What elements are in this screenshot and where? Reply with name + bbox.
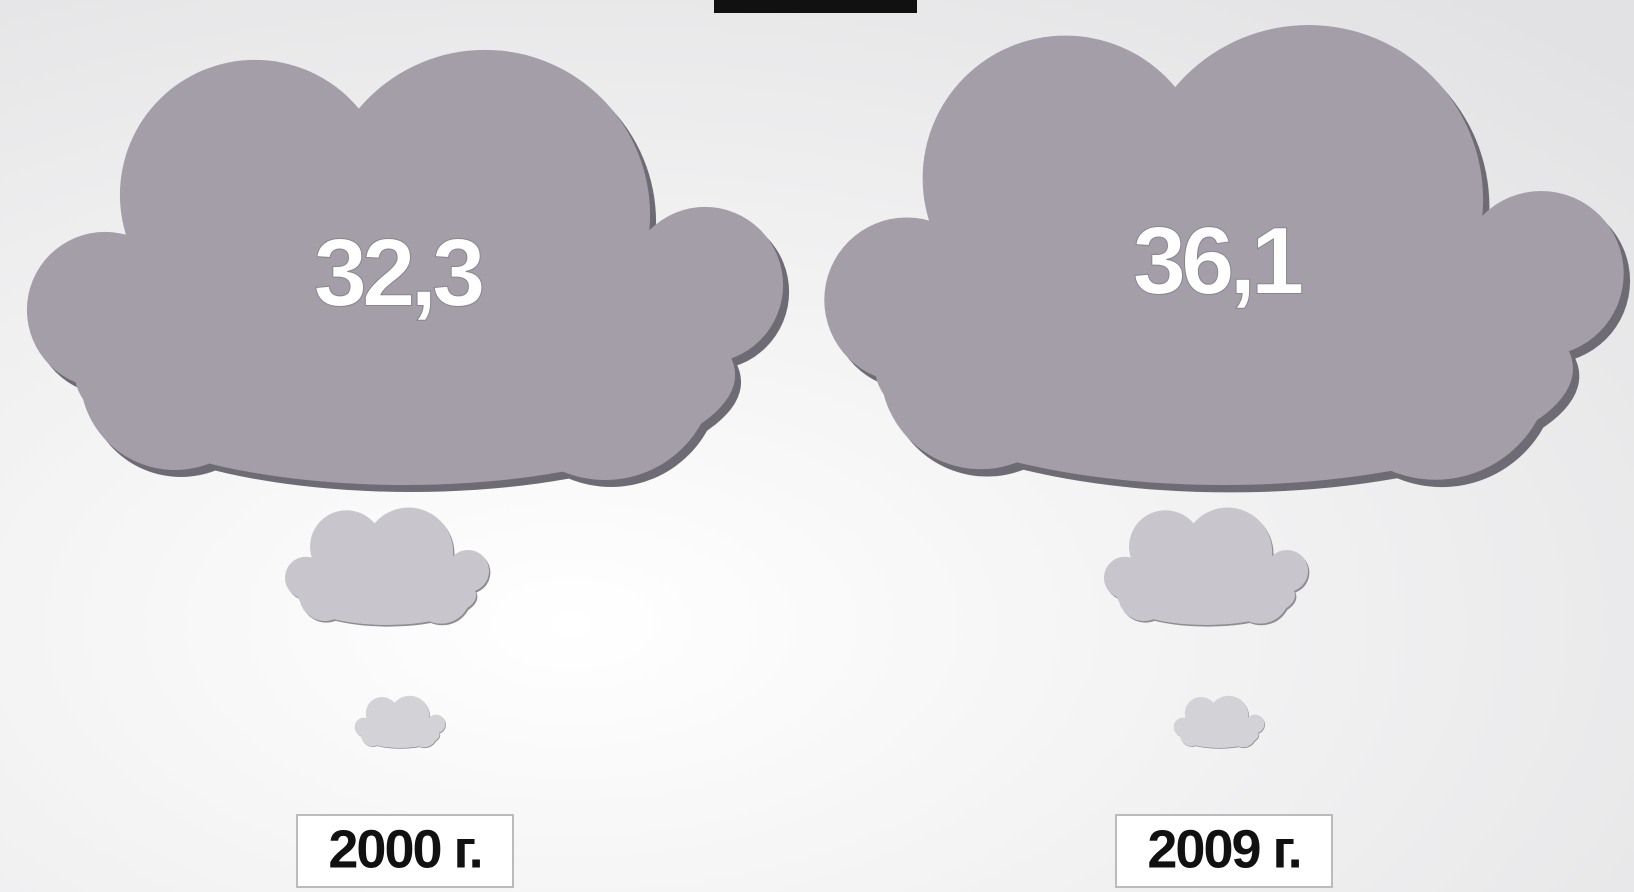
year-box (1115, 814, 1333, 888)
cloud-part (299, 569, 351, 621)
small-cloud (1103, 507, 1310, 627)
cloud-part (1129, 510, 1202, 584)
cloud (824, 25, 1631, 493)
small-cloud (284, 507, 491, 627)
year-box (296, 814, 514, 888)
cloud-part (495, 259, 716, 480)
cloud-part (922, 35, 1209, 322)
cloud-part (361, 723, 384, 747)
cloud-part (1229, 721, 1257, 748)
cloud-part (119, 59, 390, 330)
cloud-part (310, 510, 383, 584)
cloud-part (1180, 723, 1203, 747)
year-label: 2000 г. (328, 819, 481, 879)
cloud-part (1118, 569, 1170, 621)
cloud-part (1230, 564, 1290, 624)
top-bar (714, 0, 917, 13)
year-label: 2009 г. (1147, 819, 1300, 879)
cloud-part (411, 564, 471, 624)
cloud-part (79, 279, 270, 470)
cloud-part (1319, 247, 1552, 480)
cloud-part (365, 697, 399, 730)
cloud-part (410, 721, 438, 748)
value-label: 32,3 (314, 219, 482, 326)
cloud (26, 49, 790, 493)
cloud-part (880, 268, 1082, 470)
small-cloud (354, 695, 446, 749)
value-label: 36,1 (1133, 208, 1302, 315)
cloud-part (1184, 697, 1218, 730)
small-cloud (1173, 695, 1265, 749)
